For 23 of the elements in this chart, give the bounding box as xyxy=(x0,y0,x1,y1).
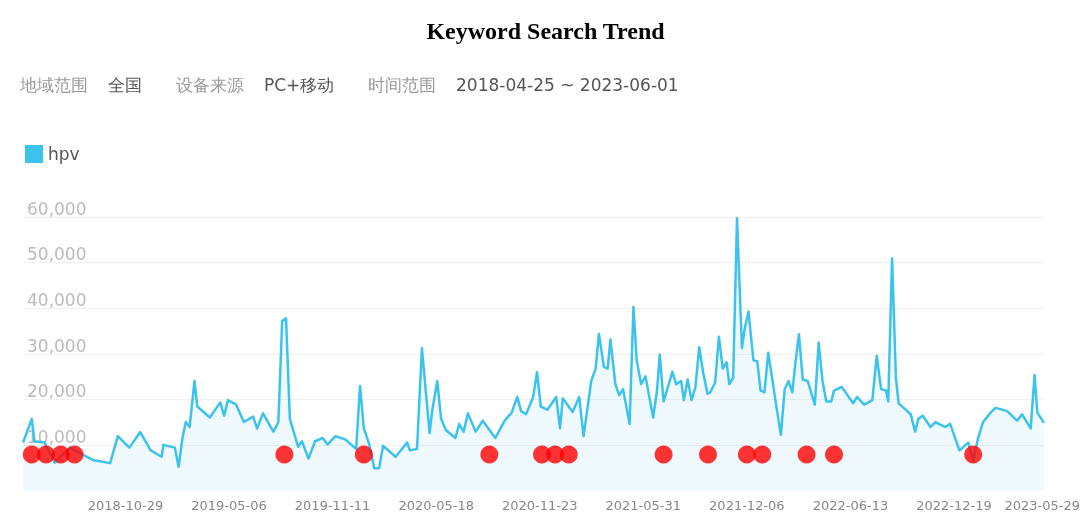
text: 时间范围 xyxy=(368,74,436,95)
y-tick-label: 30,000 xyxy=(27,335,87,356)
x-tick-label: 2022-12-19 xyxy=(916,498,992,513)
x-tick-label: 2019-05-06 xyxy=(191,498,267,513)
chart-title: Keyword Search Trend xyxy=(426,18,666,44)
x-tick-label: 2018-10-29 xyxy=(87,498,164,513)
y-tick-label: 40,000 xyxy=(27,289,87,310)
text: 地域范围 xyxy=(19,74,88,95)
y-tick-label: 20,000 xyxy=(27,381,87,402)
x-tick-label: 2020-05-18 xyxy=(398,498,474,513)
x-tick-label: 2023-05-29 xyxy=(1004,498,1081,513)
y-tick-label: 60,000 xyxy=(27,198,87,219)
x-tick-label: 2019-11-11 xyxy=(294,498,371,513)
x-tick-label: 2022-06-13 xyxy=(812,498,889,513)
text: 2018-04-25 ~ 2023-06-01 xyxy=(456,74,679,95)
x-tick-label: 2021-12-06 xyxy=(709,498,785,513)
x-tick-label: 2021-05-31 xyxy=(605,498,682,513)
text: 设备来源 xyxy=(176,74,244,95)
text: 全国 xyxy=(108,74,142,95)
y-tick-label: 50,000 xyxy=(27,244,87,265)
legend-label: hpv xyxy=(48,144,80,164)
x-tick-label: 2020-11-23 xyxy=(501,498,578,513)
text: PC+移动 xyxy=(264,74,335,95)
